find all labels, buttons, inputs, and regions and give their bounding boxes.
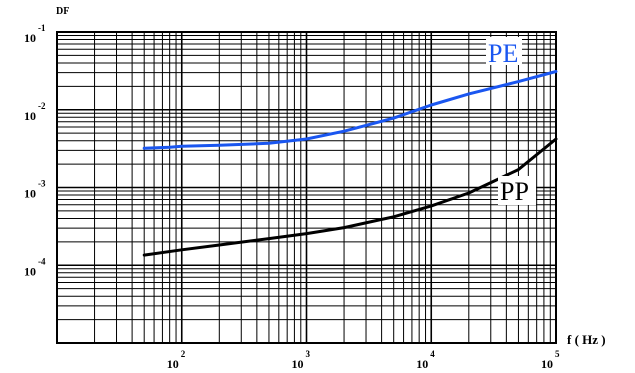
x-tick-label-base: 10 [416,357,428,371]
series-label-pe: PE [488,39,518,68]
x-tick-label-exponent: 5 [555,349,560,359]
x-tick-label-base: 10 [541,357,553,371]
pe-label-background [486,37,522,65]
y-tick-label-base: 10 [24,31,36,45]
x-axis-label: f ( Hz ) [567,332,606,347]
x-tick-label-base: 10 [167,357,179,371]
y-tick-label-exponent: -1 [38,23,46,33]
y-tick-label-base: 10 [24,264,36,278]
x-tick-label-exponent: 3 [306,349,311,359]
y-axis-label: DF [56,6,69,17]
grid [57,32,556,343]
y-tick-label-base: 10 [24,109,36,123]
y-tick-label-base: 10 [24,187,36,201]
series [142,70,558,257]
x-tick-label-base: 10 [292,357,304,371]
pp-label-background [498,176,536,205]
series-line-pp [142,137,558,257]
y-tick-label-exponent: -4 [38,256,46,266]
y-axis-ticks: 10-110-210-310-4 [24,23,46,278]
series-label-pp: PP [500,177,529,206]
x-tick-label-exponent: 4 [430,349,435,359]
plot-frame [56,31,557,344]
y-tick-label-exponent: -3 [38,179,46,189]
x-tick-label-exponent: 2 [181,349,186,359]
series-line-pe [142,70,558,150]
y-tick-label-exponent: -2 [38,101,46,111]
